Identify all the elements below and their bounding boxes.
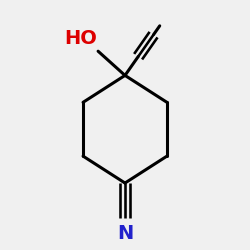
Text: N: N [117, 224, 133, 243]
Text: HO: HO [64, 29, 97, 48]
